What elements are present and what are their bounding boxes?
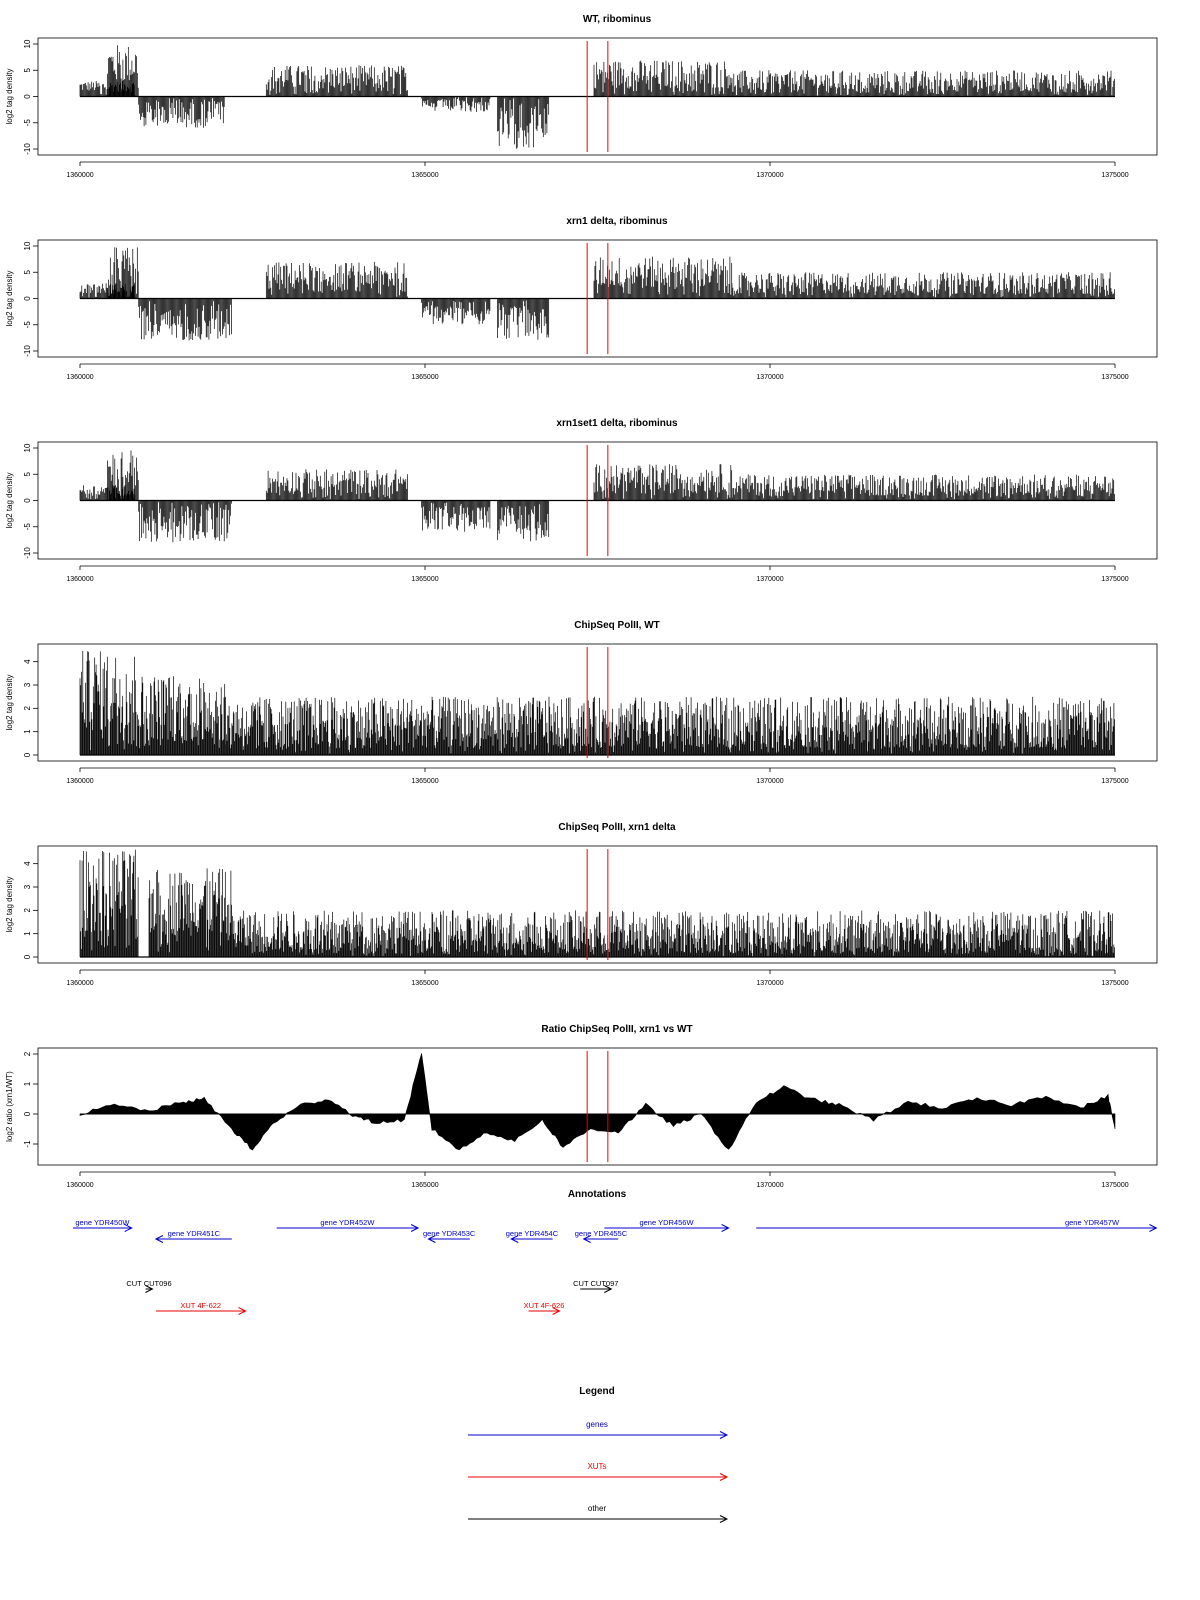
y-axis-label: log2 tag density	[5, 876, 14, 932]
y-tick-label: 5	[23, 471, 32, 476]
y-tick-label: 4	[23, 659, 32, 664]
signal-segment-2	[148, 868, 232, 957]
y-tick-label: 10	[23, 241, 32, 250]
signal-segment-2	[138, 676, 226, 755]
density-bars	[79, 849, 1115, 958]
y-tick-label: 10	[23, 443, 32, 452]
chart-panel-4: ChipSeq PolII, WT log2 tag density 0 1 2 3 4 13…	[5, 620, 1158, 785]
y-tick-label: 2	[23, 706, 32, 711]
signal-segment-8	[731, 70, 1115, 97]
y-tick-label: 3	[23, 682, 32, 687]
x-tick-label: 1375000	[1101, 778, 1128, 785]
signal-segment-6	[497, 500, 550, 542]
y-tick-label: 4	[23, 861, 32, 866]
x-tick-label: 1370000	[756, 576, 783, 583]
y-tick-label: 0	[23, 498, 32, 503]
chart-panel-5: ChipSeq PolII, xrn1 delta log2 tag densit…	[5, 822, 1158, 987]
y-tick-label: 0	[23, 954, 32, 959]
signal-segment-3	[138, 500, 232, 543]
density-bars	[79, 45, 1115, 149]
y-tick-label: 5	[23, 67, 32, 72]
y-tick-label: 0	[23, 296, 32, 301]
y-tick-label: 5	[23, 269, 32, 274]
x-tick-label: 1370000	[756, 778, 783, 785]
chart-title: ChipSeq PolII, WT	[574, 620, 660, 631]
signal-segment-7	[593, 464, 733, 501]
density-bars	[79, 247, 1115, 341]
y-tick-label: 2	[23, 908, 32, 913]
signal-segment-7	[593, 256, 733, 299]
x-tick-label: 1360000	[66, 980, 93, 987]
y-tick-label: -5	[23, 321, 32, 329]
x-tick-label: 1365000	[411, 576, 438, 583]
y-tick-label: -5	[23, 523, 32, 531]
signal-segment-4	[265, 261, 408, 299]
x-tick-label: 1370000	[756, 374, 783, 381]
y-tick-label: 10	[23, 39, 32, 48]
chart-panel-2: xrn1 delta, ribominus log2 tag density -10…	[5, 216, 1158, 381]
x-tick-label: 1365000	[411, 374, 438, 381]
x-tick-label: 1375000	[1101, 980, 1128, 987]
x-tick-label: 1360000	[66, 374, 93, 381]
y-tick-label: 0	[23, 94, 32, 99]
y-tick-label: 1	[23, 729, 32, 734]
y-tick-label: -10	[23, 547, 32, 559]
x-tick-label: 1365000	[411, 980, 438, 987]
signal-segment-6	[497, 96, 550, 149]
x-tick-label: 1375000	[1101, 172, 1128, 179]
signal-segment-8	[731, 474, 1115, 501]
x-tick-label: 1365000	[411, 778, 438, 785]
x-tick-label: 1365000	[411, 172, 438, 179]
chart-panel-3: xrn1set1 delta, ribominus log2 tag densit…	[5, 418, 1158, 583]
y-axis-label: log2 tag density	[5, 68, 14, 124]
chart-title: xrn1set1 delta, ribominus	[556, 418, 678, 429]
y-tick-label: -5	[23, 119, 32, 127]
signal-segment-2	[107, 247, 139, 299]
signal-segment-2	[107, 45, 139, 97]
chart-panel-1: WT, ribominus log2 tag density -10 -5 0 5 10 13…	[5, 14, 1158, 179]
signal-segment-3	[138, 96, 225, 128]
x-tick-label: 1370000	[756, 172, 783, 179]
x-tick-label: 1375000	[1101, 576, 1128, 583]
signal-segment-7	[593, 60, 733, 97]
y-tick-label: 0	[23, 752, 32, 757]
plot-frame	[37, 643, 1158, 762]
y-tick-label: -10	[23, 345, 32, 357]
x-tick-label: 1360000	[66, 778, 93, 785]
x-tick-label: 1370000	[756, 980, 783, 987]
plot-frame	[37, 845, 1158, 964]
signal-segment-5	[421, 298, 491, 325]
x-tick-label: 1375000	[1101, 374, 1128, 381]
signal-segment-1	[79, 650, 139, 755]
y-tick-label: -10	[23, 143, 32, 155]
signal-segment-5	[421, 96, 491, 112]
y-axis-label: log2 tag density	[5, 270, 14, 326]
signal-segment-6	[497, 298, 550, 340]
signal-segment-4	[265, 469, 408, 501]
x-tick-label: 1360000	[66, 576, 93, 583]
chart-title: WT, ribominus	[583, 14, 652, 25]
signal-segment-1	[79, 849, 139, 957]
chart-title: xrn1 delta, ribominus	[566, 216, 668, 227]
y-axis-label: log2 tag density	[5, 674, 14, 730]
y-tick-label: 3	[23, 884, 32, 889]
x-tick-label: 1360000	[66, 172, 93, 179]
signal-segment-3	[138, 298, 232, 341]
density-bars	[79, 650, 1115, 756]
density-bars	[79, 450, 1115, 543]
y-axis-label: log2 tag density	[5, 472, 14, 528]
signal-segment-5	[421, 500, 491, 532]
signal-segment-4	[265, 65, 408, 97]
chart-title: ChipSeq PolII, xrn1 delta	[558, 822, 676, 833]
signal-segment-8	[731, 272, 1115, 299]
signal-segment-2	[107, 450, 139, 501]
y-tick-label: 1	[23, 931, 32, 936]
signal-segment-3	[224, 696, 1115, 755]
